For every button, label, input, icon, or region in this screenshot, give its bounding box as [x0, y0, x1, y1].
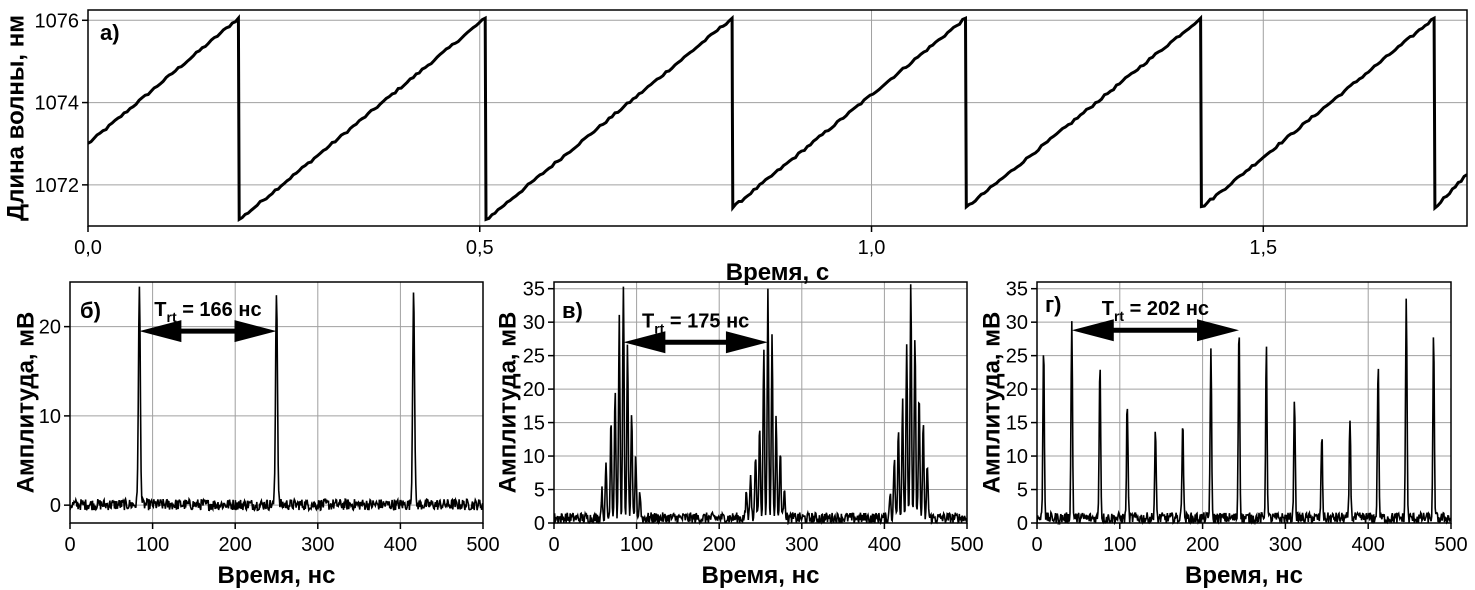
y-tick-label: 5 — [1017, 480, 1028, 502]
x-axis-label: Время, нс — [702, 562, 820, 589]
y-tick-label: 20 — [523, 379, 545, 401]
x-tick-label: 500 — [950, 534, 983, 556]
x-tick-label: 0,0 — [74, 237, 102, 259]
annotation-main: T — [642, 310, 654, 332]
y-tick-label: 15 — [523, 413, 545, 435]
x-tick-label: 1,5 — [1249, 237, 1277, 259]
y-tick-label: 5 — [534, 480, 545, 502]
panel-label: в) — [562, 298, 583, 323]
x-axis-label: Время, нс — [1185, 562, 1303, 589]
y-tick-label: 30 — [523, 312, 545, 334]
x-tick-label: 0 — [548, 534, 559, 556]
x-tick-label: 100 — [620, 534, 653, 556]
plot-frame — [69, 281, 484, 524]
y-axis-label: Амплитуда, мВ — [13, 312, 40, 494]
annotation-label: Trt = 175 нс — [642, 310, 749, 336]
x-tick-label: 400 — [384, 534, 417, 556]
annotation-arrowhead-left — [623, 331, 666, 354]
annotation-arrowhead-left — [1071, 319, 1114, 342]
x-tick-label: 200 — [1186, 534, 1219, 556]
x-tick-label: 300 — [785, 534, 818, 556]
x-tick-label: 100 — [1103, 534, 1136, 556]
annotation-main: T — [1102, 298, 1114, 320]
x-tick-label: 400 — [1352, 534, 1385, 556]
annotation-arrowhead-right — [725, 331, 768, 354]
annotation-label: Trt = 166 нс — [154, 299, 261, 325]
x-tick-label: 300 — [1269, 534, 1302, 556]
x-tick-label: 200 — [703, 534, 736, 556]
annotation-subscript: rt — [654, 320, 664, 336]
panel-label: б) — [80, 298, 101, 323]
panel-d-amplitude-chart: 0 100 200 300 400 500 0 5 10 15 20 25 30 35 Время, нс А… — [979, 279, 1468, 589]
annotation-value: = 202 нс — [1124, 298, 1209, 320]
x-tick-label: 500 — [466, 534, 499, 556]
x-tick-label: 1,0 — [858, 237, 886, 259]
y-tick-label: 20 — [1006, 379, 1028, 401]
y-tick-label: 35 — [523, 279, 545, 301]
y-tick-label: 20 — [39, 317, 61, 339]
y-tick-label: 1074 — [35, 93, 80, 115]
annotation-arrowhead-right — [234, 320, 277, 343]
annotation-arrowhead-left — [139, 320, 182, 343]
x-tick-label: 0 — [1031, 534, 1042, 556]
plot-frame — [1036, 281, 1452, 524]
y-tick-label: 10 — [523, 446, 545, 468]
x-tick-label: 300 — [301, 534, 334, 556]
y-tick-label: 1076 — [35, 10, 80, 32]
x-tick-label: 0 — [64, 534, 75, 556]
signal-trace — [1037, 298, 1451, 525]
panel-label: а) — [100, 20, 120, 45]
x-axis-label: Время, нс — [218, 562, 336, 589]
annotation-value: = 175 нс — [664, 310, 749, 332]
signal-trace — [70, 286, 483, 513]
annotation-subscript: rt — [1114, 308, 1124, 324]
annotation-label: Trt = 202 нс — [1102, 298, 1209, 324]
y-tick-label: 0 — [50, 495, 61, 517]
panel-b-amplitude-chart: 0 100 200 300 400 500 0 10 20 Время, нс Амплитуда,… — [13, 281, 500, 589]
x-tick-label: 400 — [868, 534, 901, 556]
y-tick-label: 0 — [1017, 513, 1028, 535]
annotation-value: = 166 нс — [177, 299, 262, 321]
y-axis-label: Амплитуда, мВ — [979, 312, 1006, 494]
y-tick-label: 30 — [1006, 312, 1028, 334]
y-tick-label: 1072 — [35, 175, 80, 197]
x-tick-label: 200 — [219, 534, 252, 556]
panel-label: г) — [1045, 292, 1062, 317]
y-tick-label: 15 — [1006, 413, 1028, 435]
y-tick-label: 25 — [1006, 346, 1028, 368]
annotation-arrowhead-right — [1197, 319, 1240, 342]
series-line — [88, 14, 1467, 223]
y-tick-label: 10 — [1006, 446, 1028, 468]
plot-frame — [87, 9, 1468, 227]
panel-c-amplitude-chart: 0 100 200 300 400 500 0 5 10 15 20 25 30 35 Время, нс А… — [495, 279, 984, 589]
annotation-main: T — [154, 299, 166, 321]
plot-frame — [553, 281, 968, 524]
x-tick-label: 0,5 — [466, 237, 494, 259]
x-tick-label: 500 — [1434, 534, 1467, 556]
signal-trace — [554, 284, 967, 525]
y-tick-label: 25 — [523, 346, 545, 368]
y-axis-label: Длина волны, нм — [3, 15, 30, 221]
y-axis-label: Амплитуда, мВ — [495, 312, 522, 494]
annotation-subscript: rt — [167, 309, 177, 325]
y-tick-label: 0 — [534, 513, 545, 535]
y-tick-label: 10 — [39, 406, 61, 428]
x-tick-label: 100 — [136, 534, 169, 556]
y-tick-label: 35 — [1006, 279, 1028, 301]
